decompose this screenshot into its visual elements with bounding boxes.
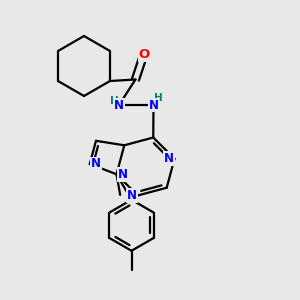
- Text: N: N: [118, 168, 128, 181]
- Text: H: H: [110, 95, 119, 106]
- Text: N: N: [164, 152, 174, 165]
- Text: O: O: [139, 47, 150, 61]
- Text: H: H: [154, 93, 162, 103]
- Text: N: N: [127, 189, 137, 202]
- Text: N: N: [148, 98, 158, 112]
- Text: N: N: [92, 158, 101, 170]
- Text: N: N: [114, 98, 124, 112]
